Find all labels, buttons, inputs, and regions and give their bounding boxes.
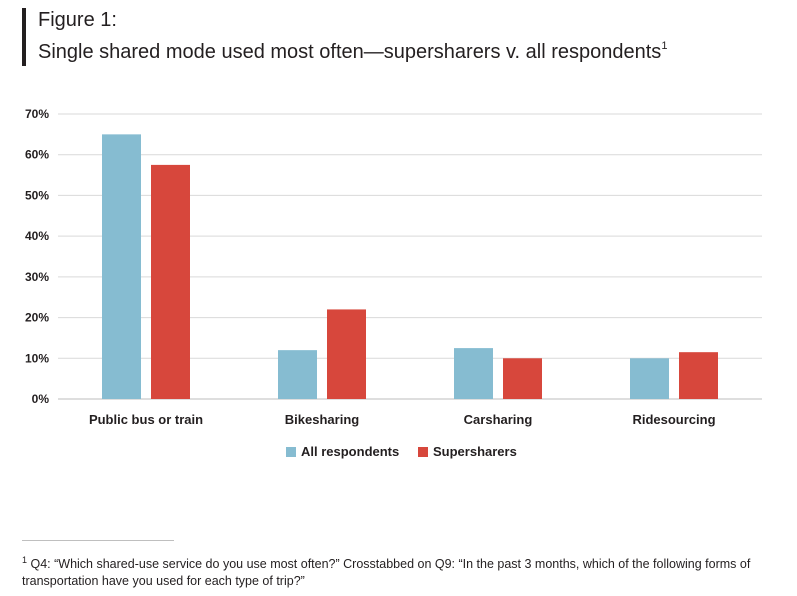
y-tick-label: 40% [25,229,49,243]
chart-legend: All respondents Supersharers [0,444,797,464]
figure-title-text: Single shared mode used most often—super… [38,41,662,63]
y-tick-label: 20% [25,311,49,325]
bar-chart: 0% 10% 20% 30% 40% 50% 60% 70% Public bus or tra… [25,107,762,427]
figure-title: Single shared mode used most often—super… [38,33,667,66]
footnote: 1 Q4: “Which shared-use service do you u… [22,552,782,590]
bar-all-respondents [278,350,317,399]
y-tick-label: 70% [25,107,49,121]
figure-title-block: Figure 1: Single shared mode used most o… [22,8,667,66]
bar-all-respondents [102,134,141,399]
legend-item-all-respondents: All respondents [286,444,399,459]
bar-all-respondents [454,348,493,399]
bar-supersharers [679,352,718,399]
legend-label-all-respondents: All respondents [301,444,400,459]
bar-supersharers [327,309,366,399]
bar-supersharers [503,358,542,399]
legend-swatch-all-respondents [286,446,296,457]
y-tick-label: 60% [25,148,49,162]
legend-label-supersharers: Supersharers [433,444,517,459]
y-tick-label: 50% [25,188,49,202]
bar-all-respondents [630,358,669,399]
bar-supersharers [151,164,190,399]
x-category-label: Public bus or train [89,412,203,427]
x-category-label: Bikesharing [285,412,359,427]
footnote-divider [22,540,174,541]
y-tick-label: 0% [32,392,50,406]
legend-item-supersharers: Supersharers [418,444,517,459]
x-category-label: Ridesourcing [632,412,715,427]
figure-label: Figure 1: [38,9,117,31]
footnote-marker: 1 [22,555,28,565]
x-category-label: Carsharing [464,412,533,427]
footnote-text: Q4: “Which shared-use service do you use… [22,557,751,589]
legend-swatch-supersharers [418,446,428,457]
figure-title-note-marker: 1 [661,40,668,52]
y-tick-label: 10% [25,351,49,365]
y-tick-label: 30% [25,270,49,284]
